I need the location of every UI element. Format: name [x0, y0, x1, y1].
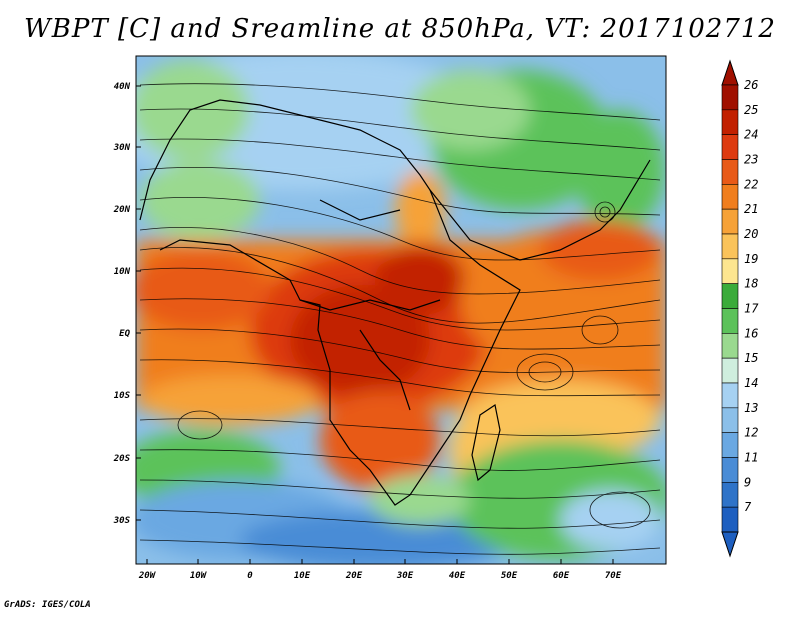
longitude-axis: 20W 10W 0 10E 20E 30E 40E 50E 60E 70E — [138, 559, 622, 581]
chart-title: WBPT [C] and Sreamline at 850hPa, VT: 20… — [24, 14, 776, 44]
colorbar-label: 15 — [744, 351, 758, 365]
colorbar-swatch — [721, 208, 739, 235]
lon-label-0: 0 — [247, 571, 253, 581]
colorbar-label: 9 — [744, 475, 751, 489]
lat-label-30s: 30S — [113, 516, 131, 526]
lon-label-30e: 30E — [396, 571, 414, 581]
lat-label-40n: 40N — [114, 82, 131, 92]
colorbar-top-arrow — [721, 59, 739, 86]
colorbar-swatch — [721, 333, 739, 359]
lon-label-20w: 20W — [138, 571, 157, 581]
colorbar-label: 26 — [744, 78, 758, 92]
lon-label-10w: 10W — [190, 571, 208, 581]
colorbar-swatch — [721, 457, 739, 483]
lon-label-10e: 10E — [294, 571, 311, 581]
colorbar-label: 11 — [744, 451, 758, 465]
lon-label-60e: 60E — [553, 571, 570, 581]
plot-frame — [135, 55, 667, 565]
colorbar-swatch — [721, 407, 739, 433]
lat-label-10n: 10N — [114, 267, 131, 277]
colorbar-label: 12 — [744, 426, 758, 440]
colorbar-label: 7 — [744, 500, 752, 514]
colorbar-swatch — [721, 184, 739, 210]
colorbar-swatch — [721, 258, 739, 284]
colorbar-label: 18 — [744, 277, 758, 291]
colorbar-label: 14 — [744, 376, 758, 390]
colorbar-label: 17 — [744, 302, 759, 316]
lon-label-20e: 20E — [345, 571, 363, 581]
colorbar-swatch — [721, 159, 739, 185]
lat-label-eq: EQ — [119, 329, 130, 339]
colorbar-swatch — [721, 357, 739, 384]
lon-label-50e: 50E — [501, 571, 518, 581]
colorbar-label: 24 — [744, 128, 758, 142]
streamlines — [139, 83, 661, 555]
colorbar-swatch — [721, 233, 739, 260]
colorbar-bottom-arrow — [721, 531, 739, 558]
lat-label-20n: 20N — [113, 205, 131, 215]
colorbar-swatch — [721, 134, 739, 160]
colorbar-swatch — [721, 482, 739, 508]
lat-label-10s: 10S — [114, 391, 131, 401]
colorbar-swatch — [721, 432, 739, 458]
lon-label-40e: 40E — [449, 571, 466, 581]
lat-label-30n: 30N — [113, 143, 131, 153]
colorbar-swatch — [721, 283, 739, 309]
colorbar-label: 22 — [744, 177, 758, 191]
colorbar-label: 25 — [744, 103, 758, 117]
lon-label-70e: 70E — [605, 571, 622, 581]
lat-label-20s: 20S — [113, 454, 131, 464]
colorbar-label: 23 — [744, 153, 758, 167]
latitude-axis: 40N 30N 20N 10N EQ 10S 20S 30S — [113, 82, 141, 526]
colorbar-swatch — [721, 506, 739, 533]
colorbar-label: 21 — [744, 202, 758, 216]
colorbar-swatch — [721, 109, 739, 135]
colorbar-swatch — [721, 382, 739, 409]
grads-credit: GrADS: IGES/COLA — [4, 600, 91, 610]
colorbar-label: 19 — [744, 252, 758, 266]
colorbar-label: 20 — [744, 227, 758, 241]
colorbar-swatch — [721, 308, 739, 334]
colorbar-label: 16 — [744, 326, 758, 340]
coastlines — [139, 99, 651, 506]
colorbar-label: 13 — [744, 401, 758, 415]
colorbar: 26 25 24 23 22 21 20 19 18 17 16 15 14 13 12 11 9 7 — [721, 59, 759, 558]
colorbar-swatch — [721, 84, 739, 111]
